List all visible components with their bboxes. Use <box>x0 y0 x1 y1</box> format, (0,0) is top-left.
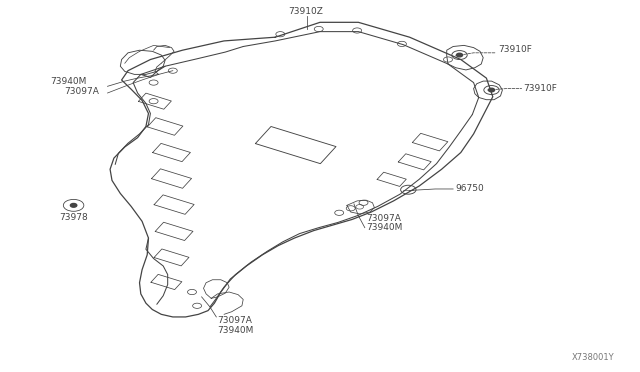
Text: 73097A: 73097A <box>366 214 401 223</box>
Circle shape <box>488 88 495 92</box>
Text: 73940M: 73940M <box>218 326 254 335</box>
Text: 96750: 96750 <box>456 185 484 193</box>
Text: 73978: 73978 <box>60 213 88 222</box>
Circle shape <box>70 203 77 207</box>
Circle shape <box>456 53 463 57</box>
Text: 73097A: 73097A <box>64 87 99 96</box>
Text: 73940M: 73940M <box>50 77 86 86</box>
Text: 73910F: 73910F <box>498 45 532 54</box>
Text: 73940M: 73940M <box>366 223 403 232</box>
Text: 73910F: 73910F <box>524 84 557 93</box>
Text: 73910Z: 73910Z <box>289 7 323 16</box>
Text: 73097A: 73097A <box>218 316 252 325</box>
Text: X738001Y: X738001Y <box>572 353 614 362</box>
